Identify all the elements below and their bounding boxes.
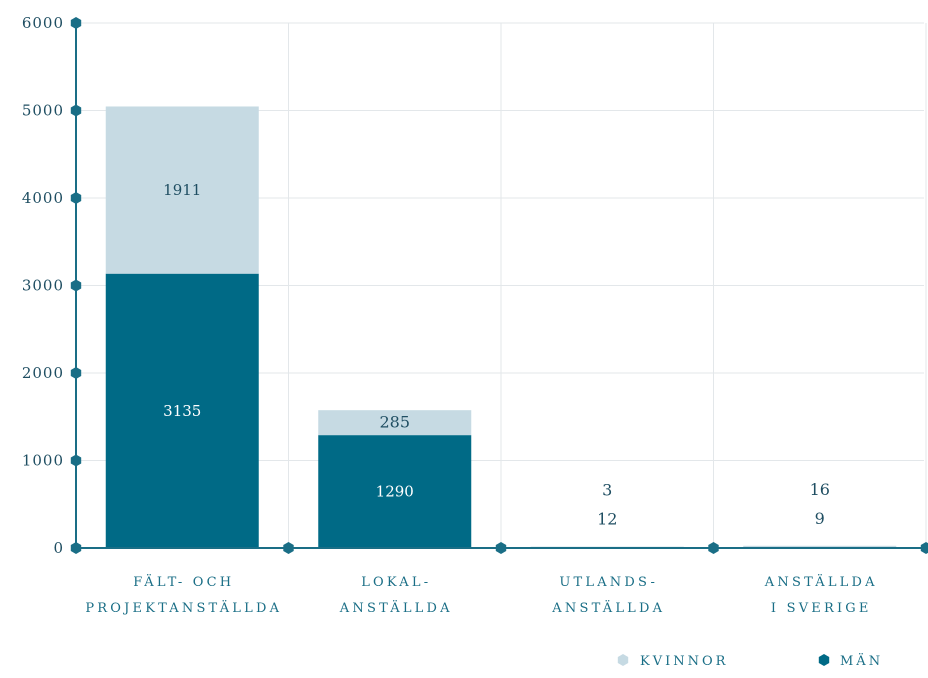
y-tick-marker xyxy=(71,105,81,117)
y-tick-label: 4000 xyxy=(22,189,64,207)
x-tick-marker xyxy=(496,542,506,554)
y-tick-marker xyxy=(71,192,81,204)
legend-marker xyxy=(618,654,628,666)
category-label: I SVERIGE xyxy=(771,601,872,616)
y-tick-label: 2000 xyxy=(22,364,64,382)
y-tick-label: 1000 xyxy=(22,452,64,470)
category-label: ANSTÄLLDA xyxy=(764,573,878,590)
y-tick-marker xyxy=(71,455,81,467)
y-tick-label: 5000 xyxy=(22,102,64,120)
category-label: FÄLT- OCH xyxy=(133,573,234,590)
data-label-man: 12 xyxy=(597,510,617,529)
category-label: PROJEKTANSTÄLLDA xyxy=(85,599,282,616)
data-label-kvinnor: 285 xyxy=(379,413,410,432)
category-label: LOKAL- xyxy=(361,575,431,590)
y-tick-label: 3000 xyxy=(22,277,64,295)
y-tick-label: 6000 xyxy=(22,14,64,32)
x-tick-marker xyxy=(921,542,928,554)
category-label: ANSTÄLLDA xyxy=(551,599,665,616)
category-label: UTLANDS- xyxy=(559,575,658,590)
x-tick-marker xyxy=(708,542,718,554)
data-label-kvinnor: 16 xyxy=(810,480,830,499)
data-label-kvinnor: 3 xyxy=(602,481,612,500)
y-tick-marker xyxy=(71,367,81,379)
data-label-kvinnor: 1911 xyxy=(163,181,201,199)
x-tick-marker xyxy=(283,542,293,554)
data-labels: 3135 1911 1290 285 12 3 9 16 xyxy=(163,181,830,529)
legend-marker xyxy=(819,654,829,666)
y-tick-marker xyxy=(71,17,81,29)
data-label-man: 3135 xyxy=(163,402,201,420)
y-tick-marker xyxy=(71,280,81,292)
legend-label: KVINNOR xyxy=(640,654,728,669)
y-tick-label: 0 xyxy=(53,539,64,557)
y-tick-marker xyxy=(71,542,81,554)
legend: KVINNOR MÄN xyxy=(618,652,883,669)
category-label: ANSTÄLLDA xyxy=(339,599,453,616)
data-label-man: 1290 xyxy=(376,483,414,501)
data-label-man: 9 xyxy=(815,509,825,528)
legend-label: MÄN xyxy=(840,652,883,669)
